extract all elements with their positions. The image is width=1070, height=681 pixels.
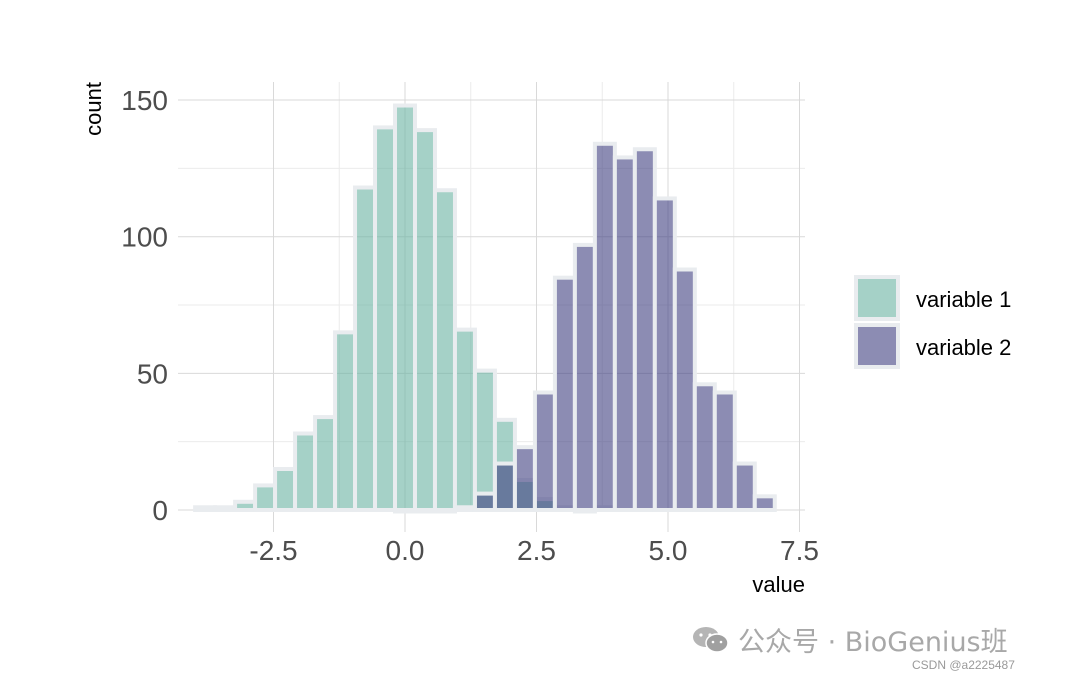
bar — [273, 467, 298, 513]
bar — [412, 128, 437, 512]
y-tick-label: 0 — [152, 495, 168, 526]
x-axis-title: value — [752, 572, 805, 597]
bar — [353, 185, 378, 512]
bar — [672, 267, 697, 512]
legend-key — [854, 323, 900, 369]
y-tick-label: 50 — [137, 358, 168, 389]
bar — [313, 415, 338, 512]
bar — [692, 382, 717, 513]
legend: variable 1 variable 2 — [854, 275, 1011, 369]
x-tick-label: 0.0 — [386, 535, 425, 566]
bar — [193, 505, 218, 512]
bar — [592, 141, 617, 512]
legend-key — [854, 275, 900, 321]
bar — [432, 508, 457, 514]
bar — [492, 461, 517, 512]
bar — [412, 508, 437, 514]
bar — [432, 188, 457, 512]
legend-label: variable 1 — [916, 287, 1011, 312]
legend-label: variable 2 — [916, 335, 1011, 360]
bar — [253, 483, 278, 513]
bar — [213, 505, 238, 512]
bar — [572, 242, 597, 513]
bar — [373, 125, 398, 512]
x-tick-label: 7.5 — [780, 535, 819, 566]
x-tick-label: -2.5 — [249, 535, 297, 566]
bar — [632, 147, 657, 513]
series-variable-1 — [193, 103, 617, 514]
csdn-credit: CSDN @a2225487 — [912, 658, 1015, 672]
series-variable-2 — [393, 141, 777, 514]
wechat-icon — [693, 626, 729, 653]
bar — [393, 508, 417, 514]
y-tick-label: 150 — [121, 85, 168, 116]
bar — [472, 491, 497, 512]
bar — [472, 368, 497, 512]
x-tick-label: 5.0 — [649, 535, 688, 566]
watermark: 公众号 · BioGenius班 — [692, 620, 1008, 659]
bar — [532, 390, 557, 512]
bar — [333, 330, 358, 513]
bar — [452, 327, 477, 513]
x-axis-ticks: -2.5 0.0 2.5 5.0 7.5 — [249, 535, 819, 566]
bar — [752, 494, 777, 512]
bar — [452, 505, 477, 512]
bar — [512, 445, 537, 512]
y-axis-ticks: 0 50 100 150 — [121, 85, 168, 526]
watermark-text: 公众号 · BioGenius班 — [738, 627, 1008, 658]
bar — [233, 499, 258, 512]
bar — [712, 390, 737, 512]
bar — [732, 461, 757, 512]
bar — [612, 155, 637, 512]
y-axis-title: count — [81, 82, 106, 136]
bar — [393, 103, 417, 513]
x-tick-label: 2.5 — [517, 535, 556, 566]
bar — [652, 196, 677, 513]
bar — [293, 431, 318, 513]
y-tick-label: 100 — [121, 222, 168, 253]
bar — [552, 275, 577, 512]
